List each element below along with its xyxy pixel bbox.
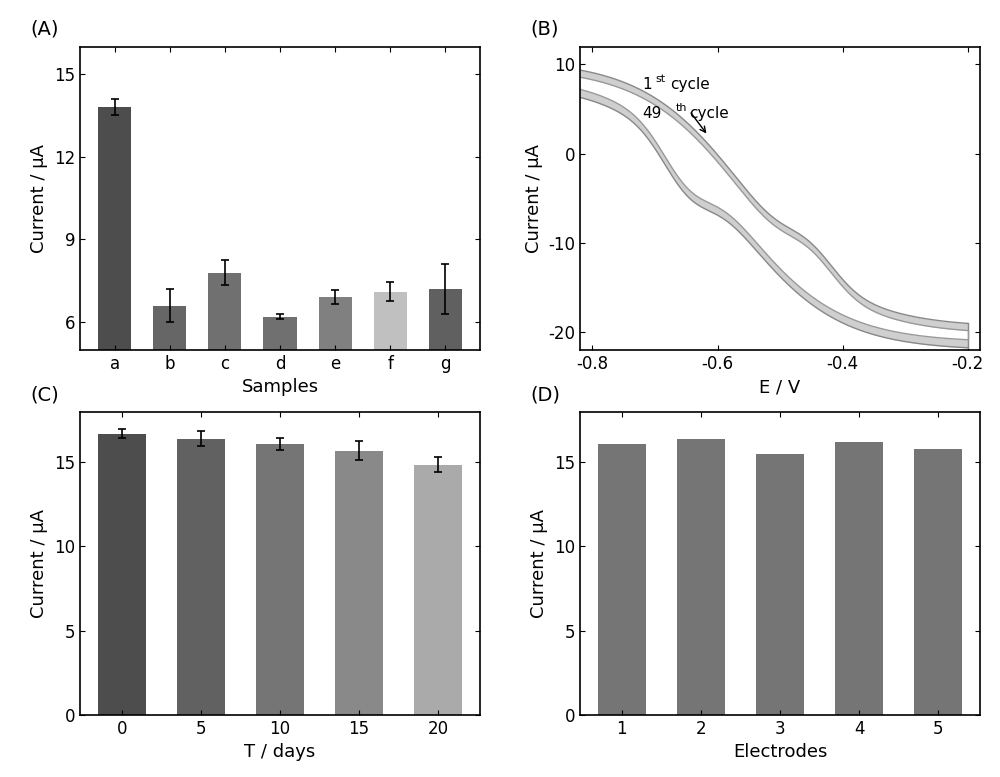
X-axis label: T / days: T / days — [244, 744, 316, 761]
Bar — [429, 289, 462, 487]
Text: (D): (D) — [530, 385, 560, 404]
X-axis label: E / V: E / V — [759, 378, 801, 396]
Bar — [677, 439, 725, 715]
Y-axis label: Current / μA: Current / μA — [30, 144, 48, 253]
Bar — [335, 451, 383, 715]
Text: 49: 49 — [642, 106, 662, 121]
Bar — [756, 454, 804, 715]
Text: 1: 1 — [642, 78, 652, 92]
Bar — [914, 449, 962, 715]
Bar — [598, 444, 646, 715]
Bar — [835, 442, 883, 715]
Bar — [208, 273, 241, 487]
Bar — [263, 316, 297, 487]
Bar — [98, 107, 131, 487]
Bar — [414, 465, 462, 715]
Text: (A): (A) — [30, 20, 58, 39]
Bar — [319, 298, 352, 487]
Bar — [256, 444, 304, 715]
Text: (B): (B) — [530, 20, 558, 39]
Text: cycle: cycle — [671, 78, 710, 92]
Text: (C): (C) — [30, 385, 59, 404]
Text: st: st — [655, 75, 665, 84]
Y-axis label: Current / μA: Current / μA — [30, 509, 48, 618]
Text: cycle: cycle — [689, 106, 729, 121]
Text: th: th — [676, 103, 687, 113]
Bar — [177, 439, 225, 715]
Bar — [153, 305, 186, 487]
Y-axis label: Current / μA: Current / μA — [525, 144, 543, 253]
Bar — [98, 434, 146, 715]
X-axis label: Samples: Samples — [241, 378, 319, 396]
Bar — [374, 292, 407, 487]
Y-axis label: Current / μA: Current / μA — [530, 509, 548, 618]
X-axis label: Electrodes: Electrodes — [733, 744, 827, 761]
